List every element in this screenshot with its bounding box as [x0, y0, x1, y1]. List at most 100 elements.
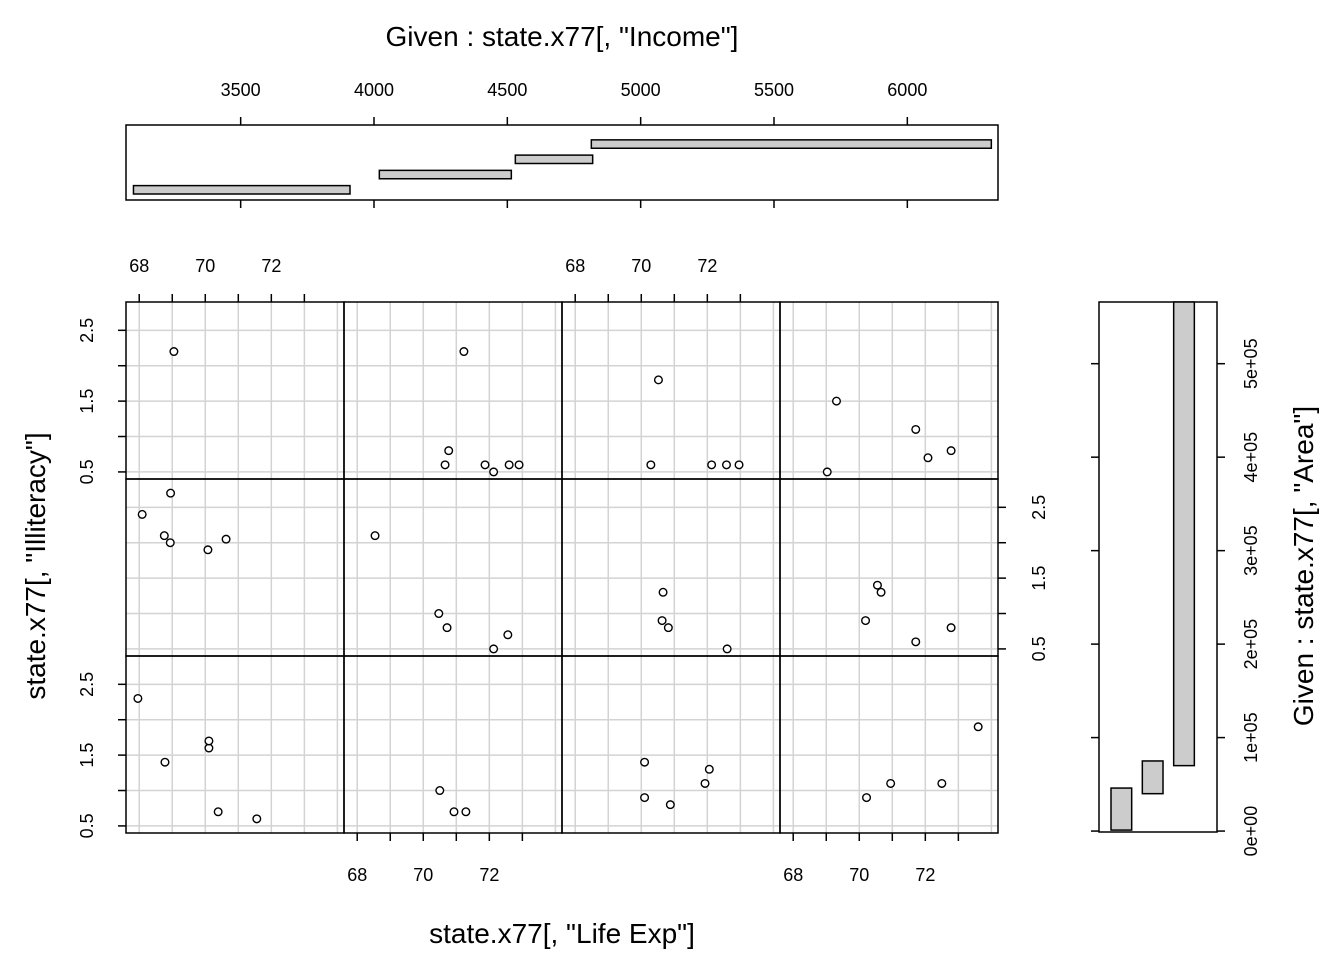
area-interval-bar	[1172, 301, 1196, 767]
data-point	[165, 538, 175, 548]
area-tick-label: 3e+05	[1241, 525, 1261, 576]
income-given-title: Given : state.x77[, "Income"]	[386, 21, 739, 52]
x-tick-label: 72	[697, 256, 717, 276]
area-tick-label: 5e+05	[1241, 338, 1261, 389]
data-point	[221, 534, 231, 544]
given-area-panel: 0e+00 1e+05 2e+05 3e+05 4e+05 5e+05	[1091, 301, 1261, 857]
data-point	[159, 531, 169, 541]
panel-border	[125, 478, 345, 657]
data-point	[923, 453, 933, 463]
data-point	[169, 347, 179, 357]
area-tick-label: 2e+05	[1241, 619, 1261, 670]
y-tick-label: 0.5	[77, 813, 97, 838]
panel-r1-c1	[126, 302, 344, 479]
income-interval-bar	[378, 169, 513, 180]
data-point	[204, 736, 214, 746]
data-point	[973, 722, 983, 732]
x-tick-label: 68	[565, 256, 585, 276]
panel-border	[125, 655, 345, 834]
data-point	[946, 446, 956, 456]
panel-border	[343, 655, 563, 834]
data-point	[440, 460, 450, 470]
x-tick-label: 72	[915, 865, 935, 885]
data-point	[480, 460, 490, 470]
data-point	[946, 623, 956, 633]
area-tick-label: 4e+05	[1241, 432, 1261, 483]
income-tick-label: 5000	[621, 80, 661, 100]
y-tick-label: 0.5	[77, 459, 97, 484]
data-point	[166, 488, 176, 498]
income-tick-label: 6000	[887, 80, 927, 100]
data-point	[504, 460, 514, 470]
income-interval-bar	[514, 154, 594, 165]
y-tick-label: 1.5	[77, 389, 97, 414]
data-point	[704, 764, 714, 774]
panel-r3-c2	[344, 656, 562, 833]
panel-r3-c1	[126, 656, 344, 833]
panel-r2-c1	[126, 479, 344, 656]
panel-border	[779, 478, 999, 657]
income-tick-label: 3500	[221, 80, 261, 100]
panel-r1-c3	[562, 302, 780, 479]
x-tick-label: 72	[479, 865, 499, 885]
area-tick-label: 0e+00	[1241, 806, 1261, 857]
data-point	[503, 630, 513, 640]
panel-r3-c3	[562, 656, 780, 833]
scatter-panel-grid	[125, 301, 999, 834]
y-tick-label: 1.5	[1029, 566, 1049, 591]
panel-border	[343, 478, 563, 657]
data-point	[160, 757, 170, 767]
data-point	[434, 609, 444, 619]
area-given-title: Given : state.x77[, "Area"]	[1288, 406, 1319, 726]
panel-border	[779, 655, 999, 834]
data-point	[133, 693, 143, 703]
income-tick-label: 5500	[754, 80, 794, 100]
data-point	[640, 757, 650, 767]
data-point	[489, 644, 499, 654]
panel-border	[343, 301, 563, 480]
x-tick-label: 70	[631, 256, 651, 276]
x-tick-label: 70	[413, 865, 433, 885]
data-point	[514, 460, 524, 470]
y-axis-title: state.x77[, "Illiteracy"]	[20, 432, 51, 699]
data-point	[459, 347, 469, 357]
data-point	[831, 396, 841, 406]
data-point	[252, 814, 262, 824]
data-point	[435, 786, 445, 796]
data-point	[370, 531, 380, 541]
data-point	[665, 800, 675, 810]
income-interval-bar	[590, 139, 993, 150]
data-point	[444, 446, 454, 456]
y-tick-label: 2.5	[1029, 495, 1049, 520]
data-point	[203, 545, 213, 555]
panel-r2-c4	[780, 479, 998, 656]
panel-r2-c3	[562, 479, 780, 656]
y-tick-label: 2.5	[77, 672, 97, 697]
x-tick-label: 68	[347, 865, 367, 885]
y-tick-label: 1.5	[77, 743, 97, 768]
income-tick-label: 4500	[487, 80, 527, 100]
data-point	[646, 460, 656, 470]
x-tick-label: 68	[129, 256, 149, 276]
panel-r1-c2	[344, 302, 562, 479]
data-point	[911, 424, 921, 434]
data-point	[876, 587, 886, 597]
data-point	[442, 623, 452, 633]
data-point	[213, 807, 223, 817]
data-point	[734, 460, 744, 470]
y-tick-label: 0.5	[1029, 636, 1049, 661]
data-point	[137, 509, 147, 519]
area-tick-label: 1e+05	[1241, 712, 1261, 763]
income-interval-bar	[132, 184, 351, 195]
panel-r1-c4	[780, 302, 998, 479]
panel-r3-c4	[780, 656, 998, 833]
panel-border	[561, 301, 781, 480]
data-point	[861, 616, 871, 626]
data-point	[822, 467, 832, 477]
x-tick-label: 72	[261, 256, 281, 276]
data-point	[872, 580, 882, 590]
income-panel-border	[125, 124, 999, 201]
x-tick-label: 70	[849, 865, 869, 885]
data-point	[721, 460, 731, 470]
